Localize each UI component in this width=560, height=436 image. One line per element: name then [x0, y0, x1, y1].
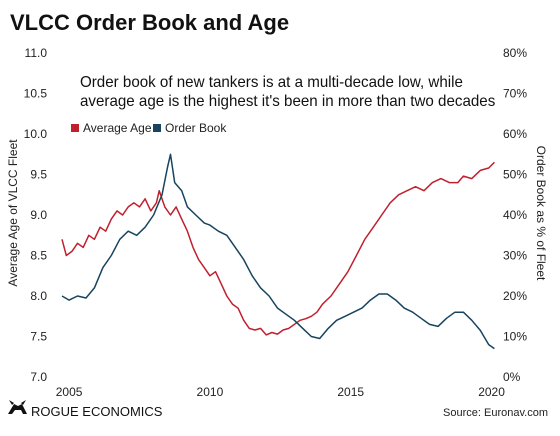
y-right-tick-label: 0%: [503, 370, 521, 384]
y-left-tick-label: 10.5: [24, 87, 48, 101]
x-tick-label: 2005: [56, 385, 83, 399]
y-left-tick-label: 10.0: [24, 127, 48, 141]
x-tick-label: 2010: [197, 385, 224, 399]
y-left-tick-label: 11.0: [25, 46, 48, 60]
y-left-tick-label: 9.0: [30, 208, 47, 222]
annotation: Order book of new tankers is at a multi-…: [80, 74, 496, 110]
legend-label-order-book: Order Book: [165, 121, 227, 135]
y-axis-right-title: Order Book as % of Fleet: [534, 146, 548, 281]
brand-name: ROGUE ECONOMICS: [31, 404, 163, 419]
legend-label-average-age: Average Age: [83, 121, 152, 135]
y-left-tick-label: 7.0: [30, 370, 47, 384]
y-right-tick-label: 10%: [503, 330, 527, 344]
legend: Average Age Order Book: [71, 121, 227, 135]
plot-area: [61, 153, 495, 350]
y-left-tick-label: 8.0: [30, 289, 47, 303]
y-left-tick-label: 8.5: [30, 249, 47, 263]
chart-title: VLCC Order Book and Age: [10, 10, 289, 35]
y-right-tick-label: 60%: [503, 127, 527, 141]
legend-swatch-average-age: [71, 124, 79, 132]
y-right-tick-label: 40%: [503, 208, 527, 222]
annotation-line-1: Order book of new tankers is at a multi-…: [80, 74, 463, 91]
y-right-tick-label: 80%: [503, 46, 527, 60]
bull-icon: [8, 400, 27, 414]
y-left-tick-label: 9.5: [30, 168, 47, 182]
y-right-tick-label: 70%: [503, 87, 527, 101]
x-tick-label: 2020: [478, 385, 505, 399]
legend-swatch-order-book: [153, 124, 161, 132]
y-axis-left-title: Average Age of VLCC Fleet: [6, 139, 20, 287]
y-right-tick-label: 30%: [503, 249, 527, 263]
brand-logo: ROGUE ECONOMICS: [8, 400, 163, 419]
y-right-tick-label: 50%: [503, 168, 527, 182]
source-note: Source: Euronav.com: [443, 407, 548, 419]
series-line-average-age: [61, 161, 495, 336]
y-right-tick-label: 20%: [503, 289, 527, 303]
annotation-line-2: average age is the highest it's been in …: [80, 93, 496, 110]
series-line-order-book: [61, 153, 495, 350]
x-tick-label: 2015: [337, 385, 364, 399]
axes: 7.0 7.5 8.0 8.5 9.0 9.5 10.0 10.5 11.0 0% 10% 20% 30…: [24, 46, 528, 399]
y-left-tick-label: 7.5: [30, 330, 47, 344]
